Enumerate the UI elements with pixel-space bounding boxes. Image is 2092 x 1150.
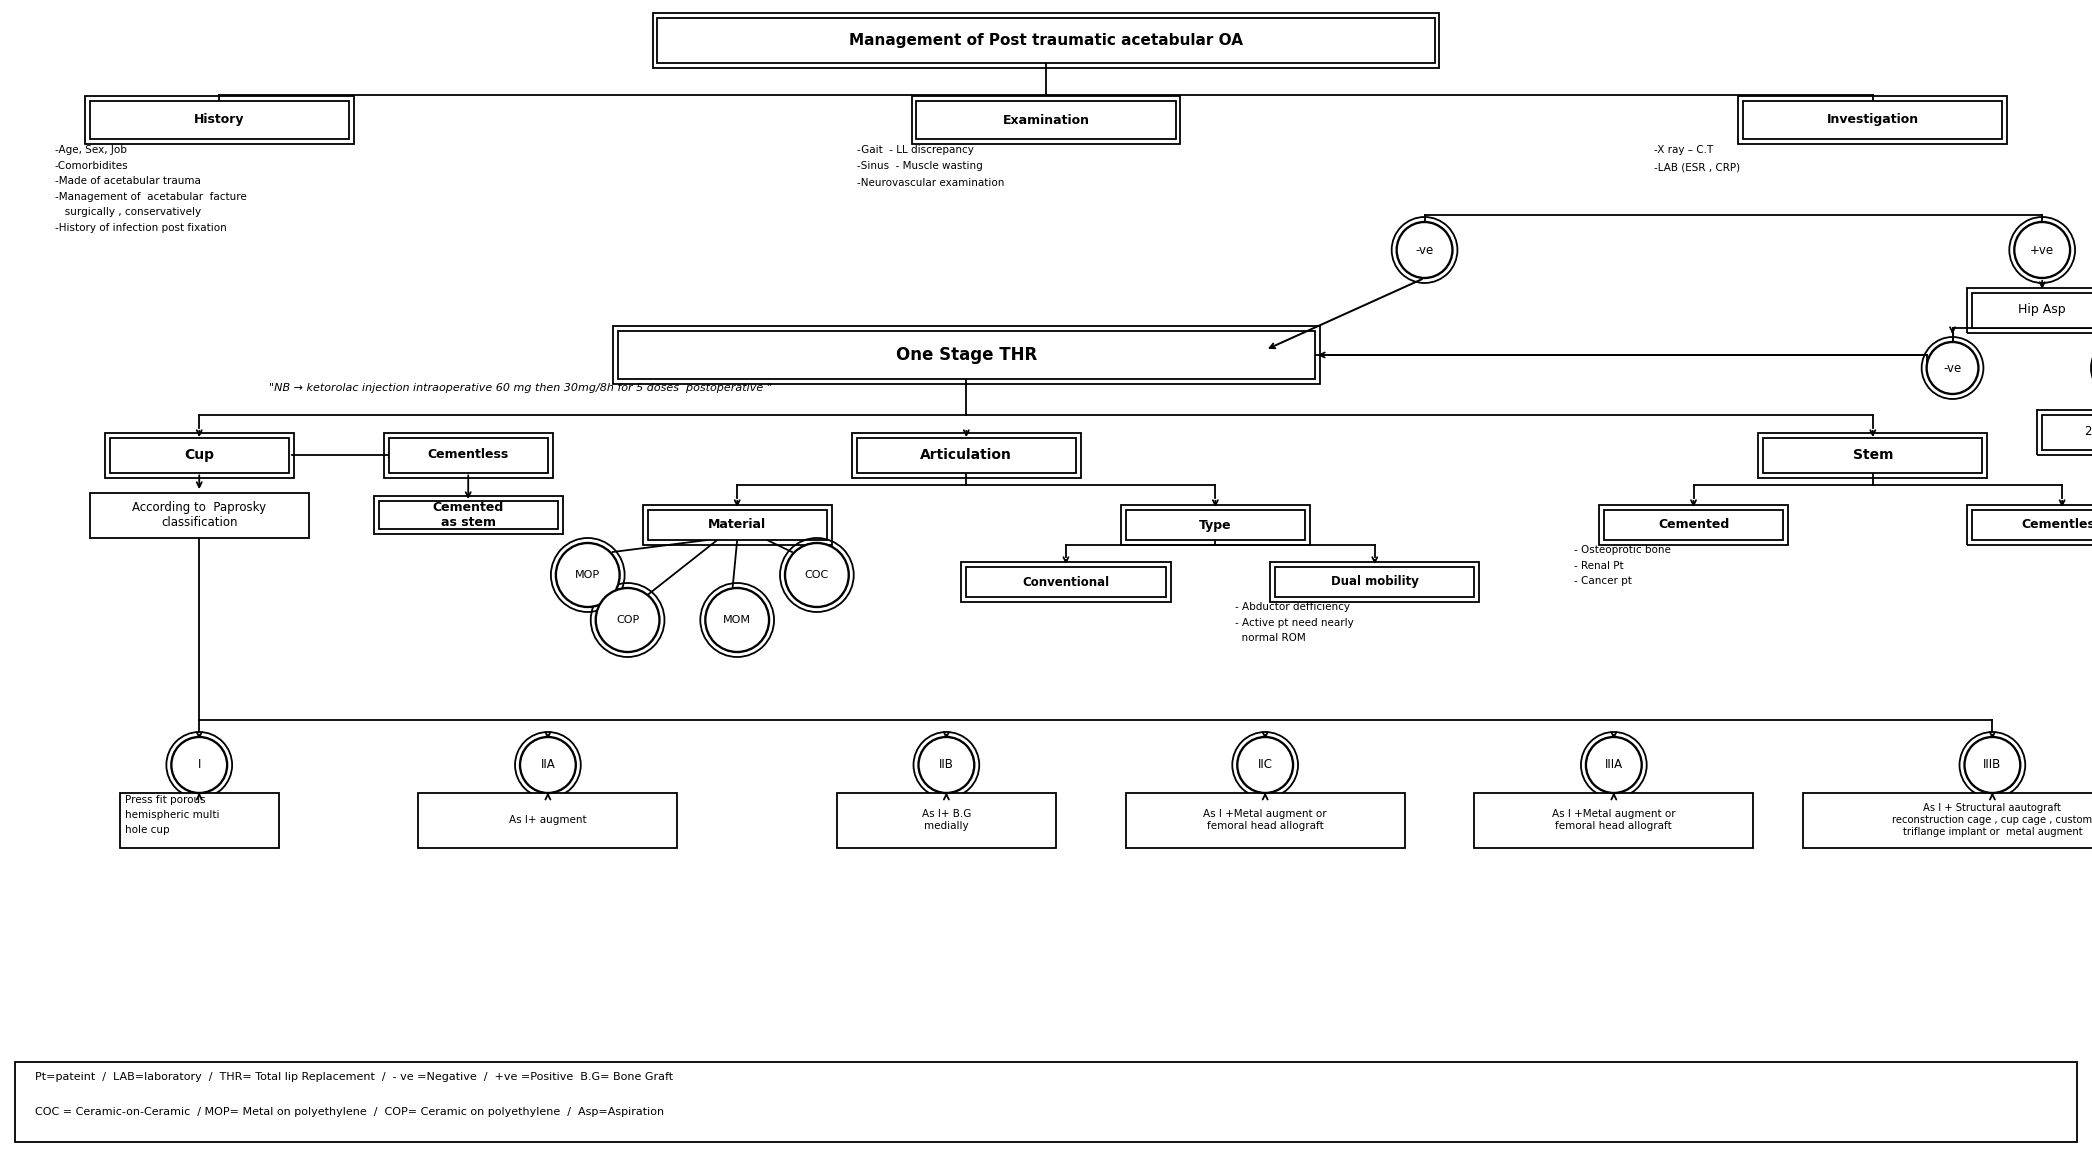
FancyBboxPatch shape bbox=[858, 437, 1075, 473]
Text: IIIB: IIIB bbox=[1983, 759, 2002, 772]
Text: IIA: IIA bbox=[540, 759, 554, 772]
Circle shape bbox=[1236, 737, 1293, 793]
Text: As I +Metal augment or
femoral head allograft: As I +Metal augment or femoral head allo… bbox=[1203, 810, 1326, 830]
FancyBboxPatch shape bbox=[1475, 792, 1753, 848]
FancyBboxPatch shape bbox=[389, 437, 548, 473]
FancyBboxPatch shape bbox=[1973, 292, 2092, 328]
FancyBboxPatch shape bbox=[2042, 414, 2092, 450]
Text: MOM: MOM bbox=[724, 615, 751, 624]
Text: As I+ augment: As I+ augment bbox=[508, 815, 586, 825]
FancyBboxPatch shape bbox=[967, 567, 1165, 597]
Text: Articulation: Articulation bbox=[920, 448, 1013, 462]
FancyBboxPatch shape bbox=[90, 492, 310, 537]
Text: I: I bbox=[197, 759, 201, 772]
Text: IIIA: IIIA bbox=[1605, 759, 1623, 772]
Text: COC = Ceramic-on-Ceramic  / MOP= Metal on polyethylene  /  COP= Ceramic on polye: COC = Ceramic-on-Ceramic / MOP= Metal on… bbox=[36, 1107, 663, 1117]
Circle shape bbox=[556, 543, 619, 607]
Text: COP: COP bbox=[615, 615, 640, 624]
FancyBboxPatch shape bbox=[1764, 437, 1983, 473]
Circle shape bbox=[784, 543, 849, 607]
FancyBboxPatch shape bbox=[379, 501, 559, 529]
FancyBboxPatch shape bbox=[109, 437, 289, 473]
FancyBboxPatch shape bbox=[90, 101, 349, 139]
Circle shape bbox=[918, 737, 975, 793]
Text: Cemented: Cemented bbox=[1657, 519, 1730, 531]
Text: "NB → ketorolac injection intraoperative 60 mg then 30mg/8h for 5 doses  postope: "NB → ketorolac injection intraoperative… bbox=[270, 383, 772, 393]
Text: COC: COC bbox=[805, 570, 828, 580]
Text: One Stage THR: One Stage THR bbox=[895, 346, 1038, 365]
Text: -ve: -ve bbox=[1416, 244, 1433, 256]
Text: Cementless: Cementless bbox=[2021, 519, 2092, 531]
Circle shape bbox=[596, 588, 659, 652]
FancyBboxPatch shape bbox=[1125, 792, 1404, 848]
Text: Stem: Stem bbox=[1854, 448, 1893, 462]
Text: -ve: -ve bbox=[1943, 361, 1962, 375]
FancyBboxPatch shape bbox=[1743, 101, 2002, 139]
Text: According to  Paprosky
classification: According to Paprosky classification bbox=[132, 501, 266, 529]
Text: IIC: IIC bbox=[1257, 759, 1272, 772]
Text: Cementless: Cementless bbox=[427, 448, 508, 461]
Text: - Osteoprotic bone
- Renal Pt
- Cancer pt: - Osteoprotic bone - Renal Pt - Cancer p… bbox=[1573, 545, 1672, 586]
Text: Hip Asp: Hip Asp bbox=[2019, 304, 2067, 316]
Circle shape bbox=[705, 588, 770, 652]
Text: History: History bbox=[195, 114, 245, 126]
Text: -X ray – C.T
-LAB (ESR , CRP): -X ray – C.T -LAB (ESR , CRP) bbox=[1653, 145, 1741, 172]
Text: Examination: Examination bbox=[1002, 114, 1090, 126]
FancyBboxPatch shape bbox=[1803, 792, 2092, 848]
Text: -Gait  - LL discrepancy
-Sinus  - Muscle wasting
-Neurovascular examination: -Gait - LL discrepancy -Sinus - Muscle w… bbox=[858, 145, 1004, 187]
Circle shape bbox=[1927, 342, 1979, 394]
Text: Cup: Cup bbox=[184, 448, 213, 462]
Text: As I + Structural aautograft
reconstruction cage , cup cage , custom
triflange i: As I + Structural aautograft reconstruct… bbox=[1893, 804, 2092, 836]
Circle shape bbox=[1586, 737, 1642, 793]
FancyBboxPatch shape bbox=[418, 792, 678, 848]
Text: Material: Material bbox=[707, 519, 766, 531]
FancyBboxPatch shape bbox=[1125, 509, 1305, 540]
FancyBboxPatch shape bbox=[1605, 509, 1782, 540]
Text: Pt=pateint  /  LAB=laboratory  /  THR= Total lip Replacement  /  - ve =Negative : Pt=pateint / LAB=laboratory / THR= Total… bbox=[36, 1072, 674, 1082]
Text: As I+ B.G
medially: As I+ B.G medially bbox=[923, 810, 971, 830]
Circle shape bbox=[521, 737, 575, 793]
FancyBboxPatch shape bbox=[15, 1061, 2077, 1142]
Circle shape bbox=[2015, 222, 2071, 278]
Text: 2 Stage THR: 2 Stage THR bbox=[2086, 426, 2092, 438]
Text: Press fit porous
hemispheric multi
hole cup: Press fit porous hemispheric multi hole … bbox=[126, 795, 220, 835]
Text: Conventional: Conventional bbox=[1023, 575, 1109, 589]
Text: Dual mobility: Dual mobility bbox=[1331, 575, 1418, 589]
Text: IIB: IIB bbox=[939, 759, 954, 772]
Text: Type: Type bbox=[1199, 519, 1232, 531]
FancyBboxPatch shape bbox=[1973, 509, 2092, 540]
Circle shape bbox=[1397, 222, 1452, 278]
Text: -Age, Sex, Job
-Comorbidites
-Made of acetabular trauma
-Management of  acetabul: -Age, Sex, Job -Comorbidites -Made of ac… bbox=[54, 145, 247, 233]
Text: Management of Post traumatic acetabular OA: Management of Post traumatic acetabular … bbox=[849, 32, 1243, 47]
FancyBboxPatch shape bbox=[1276, 567, 1475, 597]
FancyBboxPatch shape bbox=[837, 792, 1056, 848]
Text: Cemented
as stem: Cemented as stem bbox=[433, 501, 504, 529]
Text: MOP: MOP bbox=[575, 570, 600, 580]
FancyBboxPatch shape bbox=[649, 509, 826, 540]
Circle shape bbox=[172, 737, 228, 793]
FancyBboxPatch shape bbox=[657, 17, 1435, 62]
Text: - Abductor defficiency
- Active pt need nearly
  normal ROM: - Abductor defficiency - Active pt need … bbox=[1234, 601, 1354, 643]
Circle shape bbox=[1964, 737, 2021, 793]
FancyBboxPatch shape bbox=[119, 792, 278, 848]
Text: Investigation: Investigation bbox=[1826, 114, 1918, 126]
Text: As I +Metal augment or
femoral head allograft: As I +Metal augment or femoral head allo… bbox=[1552, 810, 1676, 830]
Text: +ve: +ve bbox=[2029, 244, 2054, 256]
FancyBboxPatch shape bbox=[617, 331, 1316, 380]
FancyBboxPatch shape bbox=[916, 101, 1176, 139]
